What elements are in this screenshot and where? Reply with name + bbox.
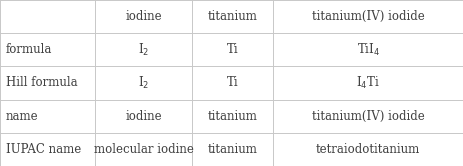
Text: titanium: titanium	[208, 10, 257, 23]
Text: titanium: titanium	[208, 143, 257, 156]
Text: iodine: iodine	[125, 10, 162, 23]
Text: I$_2$: I$_2$	[138, 75, 149, 91]
Text: I$_4$Ti: I$_4$Ti	[356, 75, 380, 91]
Text: I$_2$: I$_2$	[138, 42, 149, 58]
Text: titanium(IV) iodide: titanium(IV) iodide	[312, 10, 425, 23]
Text: molecular iodine: molecular iodine	[94, 143, 194, 156]
Text: Hill formula: Hill formula	[6, 77, 77, 89]
Text: IUPAC name: IUPAC name	[6, 143, 81, 156]
Text: tetraiodotitanium: tetraiodotitanium	[316, 143, 420, 156]
Text: titanium: titanium	[208, 110, 257, 123]
Text: Ti: Ti	[227, 43, 238, 56]
Text: iodine: iodine	[125, 110, 162, 123]
Text: titanium(IV) iodide: titanium(IV) iodide	[312, 110, 425, 123]
Text: name: name	[6, 110, 38, 123]
Text: formula: formula	[6, 43, 52, 56]
Text: TiI$_4$: TiI$_4$	[357, 42, 380, 58]
Text: Ti: Ti	[227, 77, 238, 89]
